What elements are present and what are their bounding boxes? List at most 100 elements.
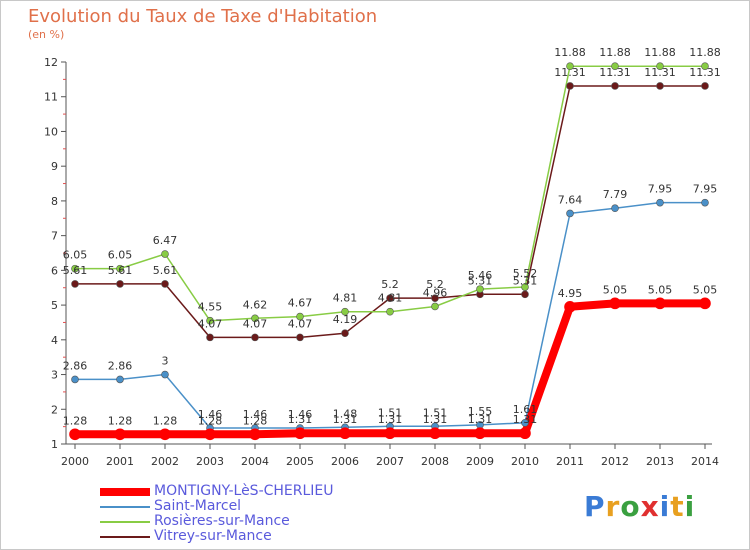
- data-point-2: [656, 62, 664, 70]
- data-point-0: [384, 427, 396, 440]
- y-tick-label: 11: [44, 91, 58, 104]
- x-tick-label: 2007: [376, 455, 404, 468]
- data-point-1: [71, 375, 79, 384]
- legend-label-vitrey: Vitrey-sur-Mance: [154, 528, 272, 544]
- data-label-2: 4.81: [333, 292, 358, 305]
- data-point-0: [249, 428, 261, 441]
- logo-letter: i: [659, 490, 671, 523]
- data-label-1: 1.55: [468, 405, 493, 418]
- data-point-3: [611, 82, 619, 90]
- data-label-2: 11.88: [689, 46, 721, 59]
- y-tick-label: 6: [51, 264, 58, 277]
- legend-label-montigny: MONTIGNY-LèS-CHERLIEU: [154, 483, 334, 499]
- data-label-1: 7.95: [648, 183, 673, 196]
- data-point-0: [564, 301, 576, 313]
- data-label-0: 1.31: [288, 413, 313, 426]
- data-point-0: [204, 428, 216, 441]
- data-point-2: [611, 62, 619, 70]
- data-point-3: [206, 333, 214, 342]
- logo-letter: o: [620, 490, 641, 523]
- data-label-3: 5.61: [153, 264, 178, 277]
- legend-item-rosieres: Rosières-sur-Mance: [100, 514, 334, 529]
- data-point-2: [566, 62, 574, 70]
- data-point-3: [521, 290, 529, 299]
- data-label-0: 1.28: [63, 414, 88, 427]
- data-point-3: [71, 280, 79, 288]
- data-label-2: 6.05: [63, 249, 88, 262]
- x-tick-label: 2001: [106, 455, 134, 468]
- data-label-3: 5.2: [381, 278, 399, 291]
- data-label-0: 4.95: [558, 287, 583, 300]
- data-label-2: 11.88: [554, 46, 586, 59]
- data-label-2: 6.05: [108, 249, 133, 262]
- data-point-3: [341, 329, 349, 338]
- x-tick-label: 2008: [421, 455, 449, 468]
- data-label-3: 4.19: [333, 313, 358, 326]
- data-point-1: [116, 375, 124, 384]
- data-label-0: 5.05: [693, 283, 718, 296]
- data-point-2: [71, 264, 79, 273]
- data-label-1: 1.46: [243, 408, 268, 421]
- x-tick-label: 2006: [331, 455, 359, 468]
- data-label-0: 1.31: [378, 413, 403, 426]
- chart-unit-label: (en %): [28, 28, 65, 41]
- logo-letter: i: [684, 490, 696, 523]
- y-tick-label: 7: [51, 230, 58, 243]
- data-label-2: 4.96: [423, 286, 448, 299]
- data-point-3: [431, 294, 439, 302]
- data-point-0: [609, 297, 621, 310]
- y-tick-label: 1: [51, 438, 58, 451]
- data-label-1: 1.46: [288, 408, 313, 421]
- logo-letter: r: [605, 490, 621, 523]
- data-point-0: [294, 427, 306, 440]
- legend-swatch-saint-marcel: [100, 505, 150, 508]
- data-label-0: 1.28: [198, 414, 223, 427]
- y-tick-label: 8: [51, 195, 58, 208]
- data-point-3: [296, 333, 304, 342]
- x-tick-label: 2011: [556, 455, 584, 468]
- data-point-2: [431, 302, 439, 311]
- y-tick-label: 10: [44, 125, 58, 138]
- data-label-1: 3: [162, 355, 169, 368]
- data-label-1: 1.61: [513, 403, 538, 416]
- data-label-0: 1.31: [468, 413, 493, 426]
- data-point-1: [161, 370, 169, 379]
- data-point-0: [519, 427, 531, 440]
- x-tick-label: 2009: [466, 455, 494, 468]
- chart-title: Evolution du Taux de Taxe d'Habitation: [28, 6, 378, 27]
- logo-letter: P: [584, 490, 606, 523]
- data-point-0: [159, 428, 171, 441]
- data-label-1: 1.48: [333, 407, 358, 420]
- data-label-2: 4.81: [378, 292, 403, 305]
- logo-letter: x: [640, 490, 660, 523]
- data-label-1: 7.95: [693, 183, 718, 196]
- data-point-3: [701, 82, 709, 90]
- data-label-2: 4.55: [198, 301, 223, 314]
- data-label-3: 4.07: [288, 317, 313, 330]
- x-tick-label: 2013: [646, 455, 674, 468]
- data-label-3: 5.31: [468, 274, 493, 287]
- data-label-0: 5.05: [648, 283, 673, 296]
- data-label-0: 1.28: [108, 414, 133, 427]
- data-label-2: 5.52: [513, 267, 538, 280]
- data-point-2: [206, 316, 214, 325]
- x-tick-label: 2003: [196, 455, 224, 468]
- data-label-0: 1.28: [243, 414, 268, 427]
- data-point-2: [701, 62, 709, 70]
- data-point-1: [701, 198, 709, 207]
- legend-item-montigny: MONTIGNY-LèS-CHERLIEU: [100, 484, 334, 499]
- x-tick-label: 2004: [241, 455, 269, 468]
- y-tick-label: 5: [51, 299, 58, 312]
- data-point-0: [474, 427, 486, 440]
- legend-label-rosieres: Rosières-sur-Mance: [154, 513, 290, 529]
- data-label-1: 7.64: [558, 193, 583, 206]
- data-point-3: [656, 82, 664, 90]
- data-label-3: 11.31: [689, 66, 721, 79]
- data-point-1: [566, 209, 574, 218]
- data-label-2: 6.47: [153, 234, 178, 247]
- data-point-2: [521, 283, 529, 291]
- data-point-2: [341, 307, 349, 316]
- data-point-3: [116, 280, 124, 288]
- x-tick-label: 2002: [151, 455, 179, 468]
